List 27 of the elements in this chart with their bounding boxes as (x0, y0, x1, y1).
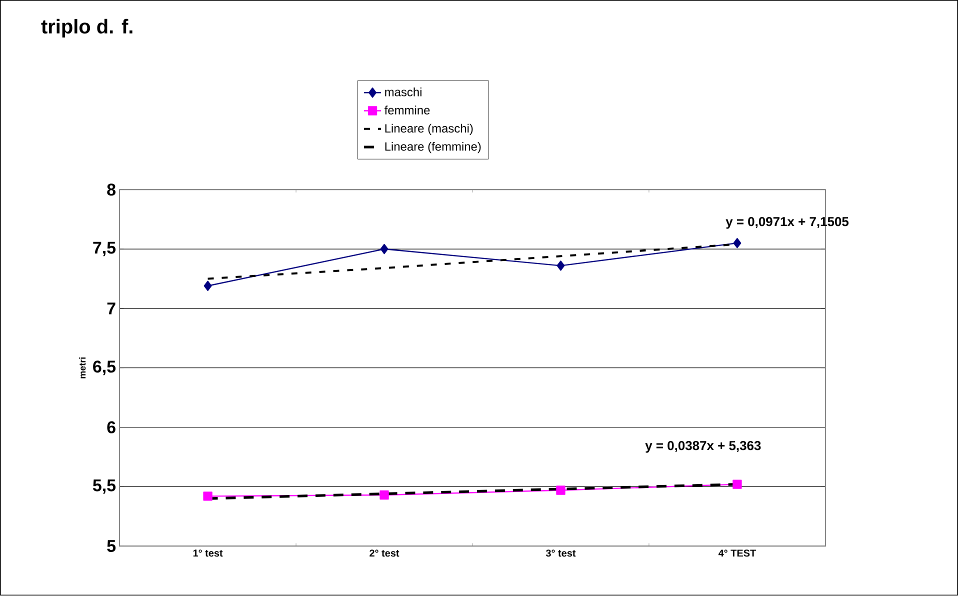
x-tick-label: 1° test (193, 550, 223, 557)
legend-label: Lineare (maschi) (385, 124, 473, 136)
y-tick-label: 5,5 (92, 480, 116, 494)
point (203, 492, 212, 501)
chart-title: triplo d. f. (41, 19, 132, 38)
annotation: y = 0,0387x + 5,363 (645, 441, 761, 453)
y-axis-title: metri (79, 358, 86, 378)
point (204, 281, 212, 292)
point (733, 238, 742, 248)
y-tick-label: 6 (107, 421, 116, 434)
point (556, 260, 565, 271)
x-tick-label: 3° test (546, 550, 576, 557)
point (380, 490, 389, 500)
point (732, 480, 742, 490)
point (380, 244, 388, 254)
legend-label: femmine (384, 106, 430, 115)
y-tick-label: 7 (107, 302, 116, 315)
y-tick-label: 5 (107, 540, 116, 552)
x-tick-label: 4° TEST (718, 550, 756, 557)
y-tick-label: 7,5 (93, 242, 116, 256)
x-tick-label: 2° test (370, 550, 400, 557)
y-tick-label: 6,5 (93, 360, 116, 376)
point (556, 486, 566, 496)
legend-label: Lineare (femmine) (385, 142, 481, 154)
y-tick-label: 8 (107, 184, 116, 196)
annotation: y = 0,0971x + 7,1505 (726, 217, 849, 229)
legend-label: maschi (385, 88, 422, 97)
